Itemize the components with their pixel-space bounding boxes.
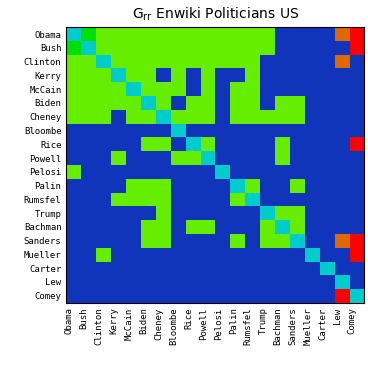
- Title: $\mathrm{G_{rr}}$ Enwiki Politicians US: $\mathrm{G_{rr}}$ Enwiki Politicians US: [132, 6, 299, 23]
